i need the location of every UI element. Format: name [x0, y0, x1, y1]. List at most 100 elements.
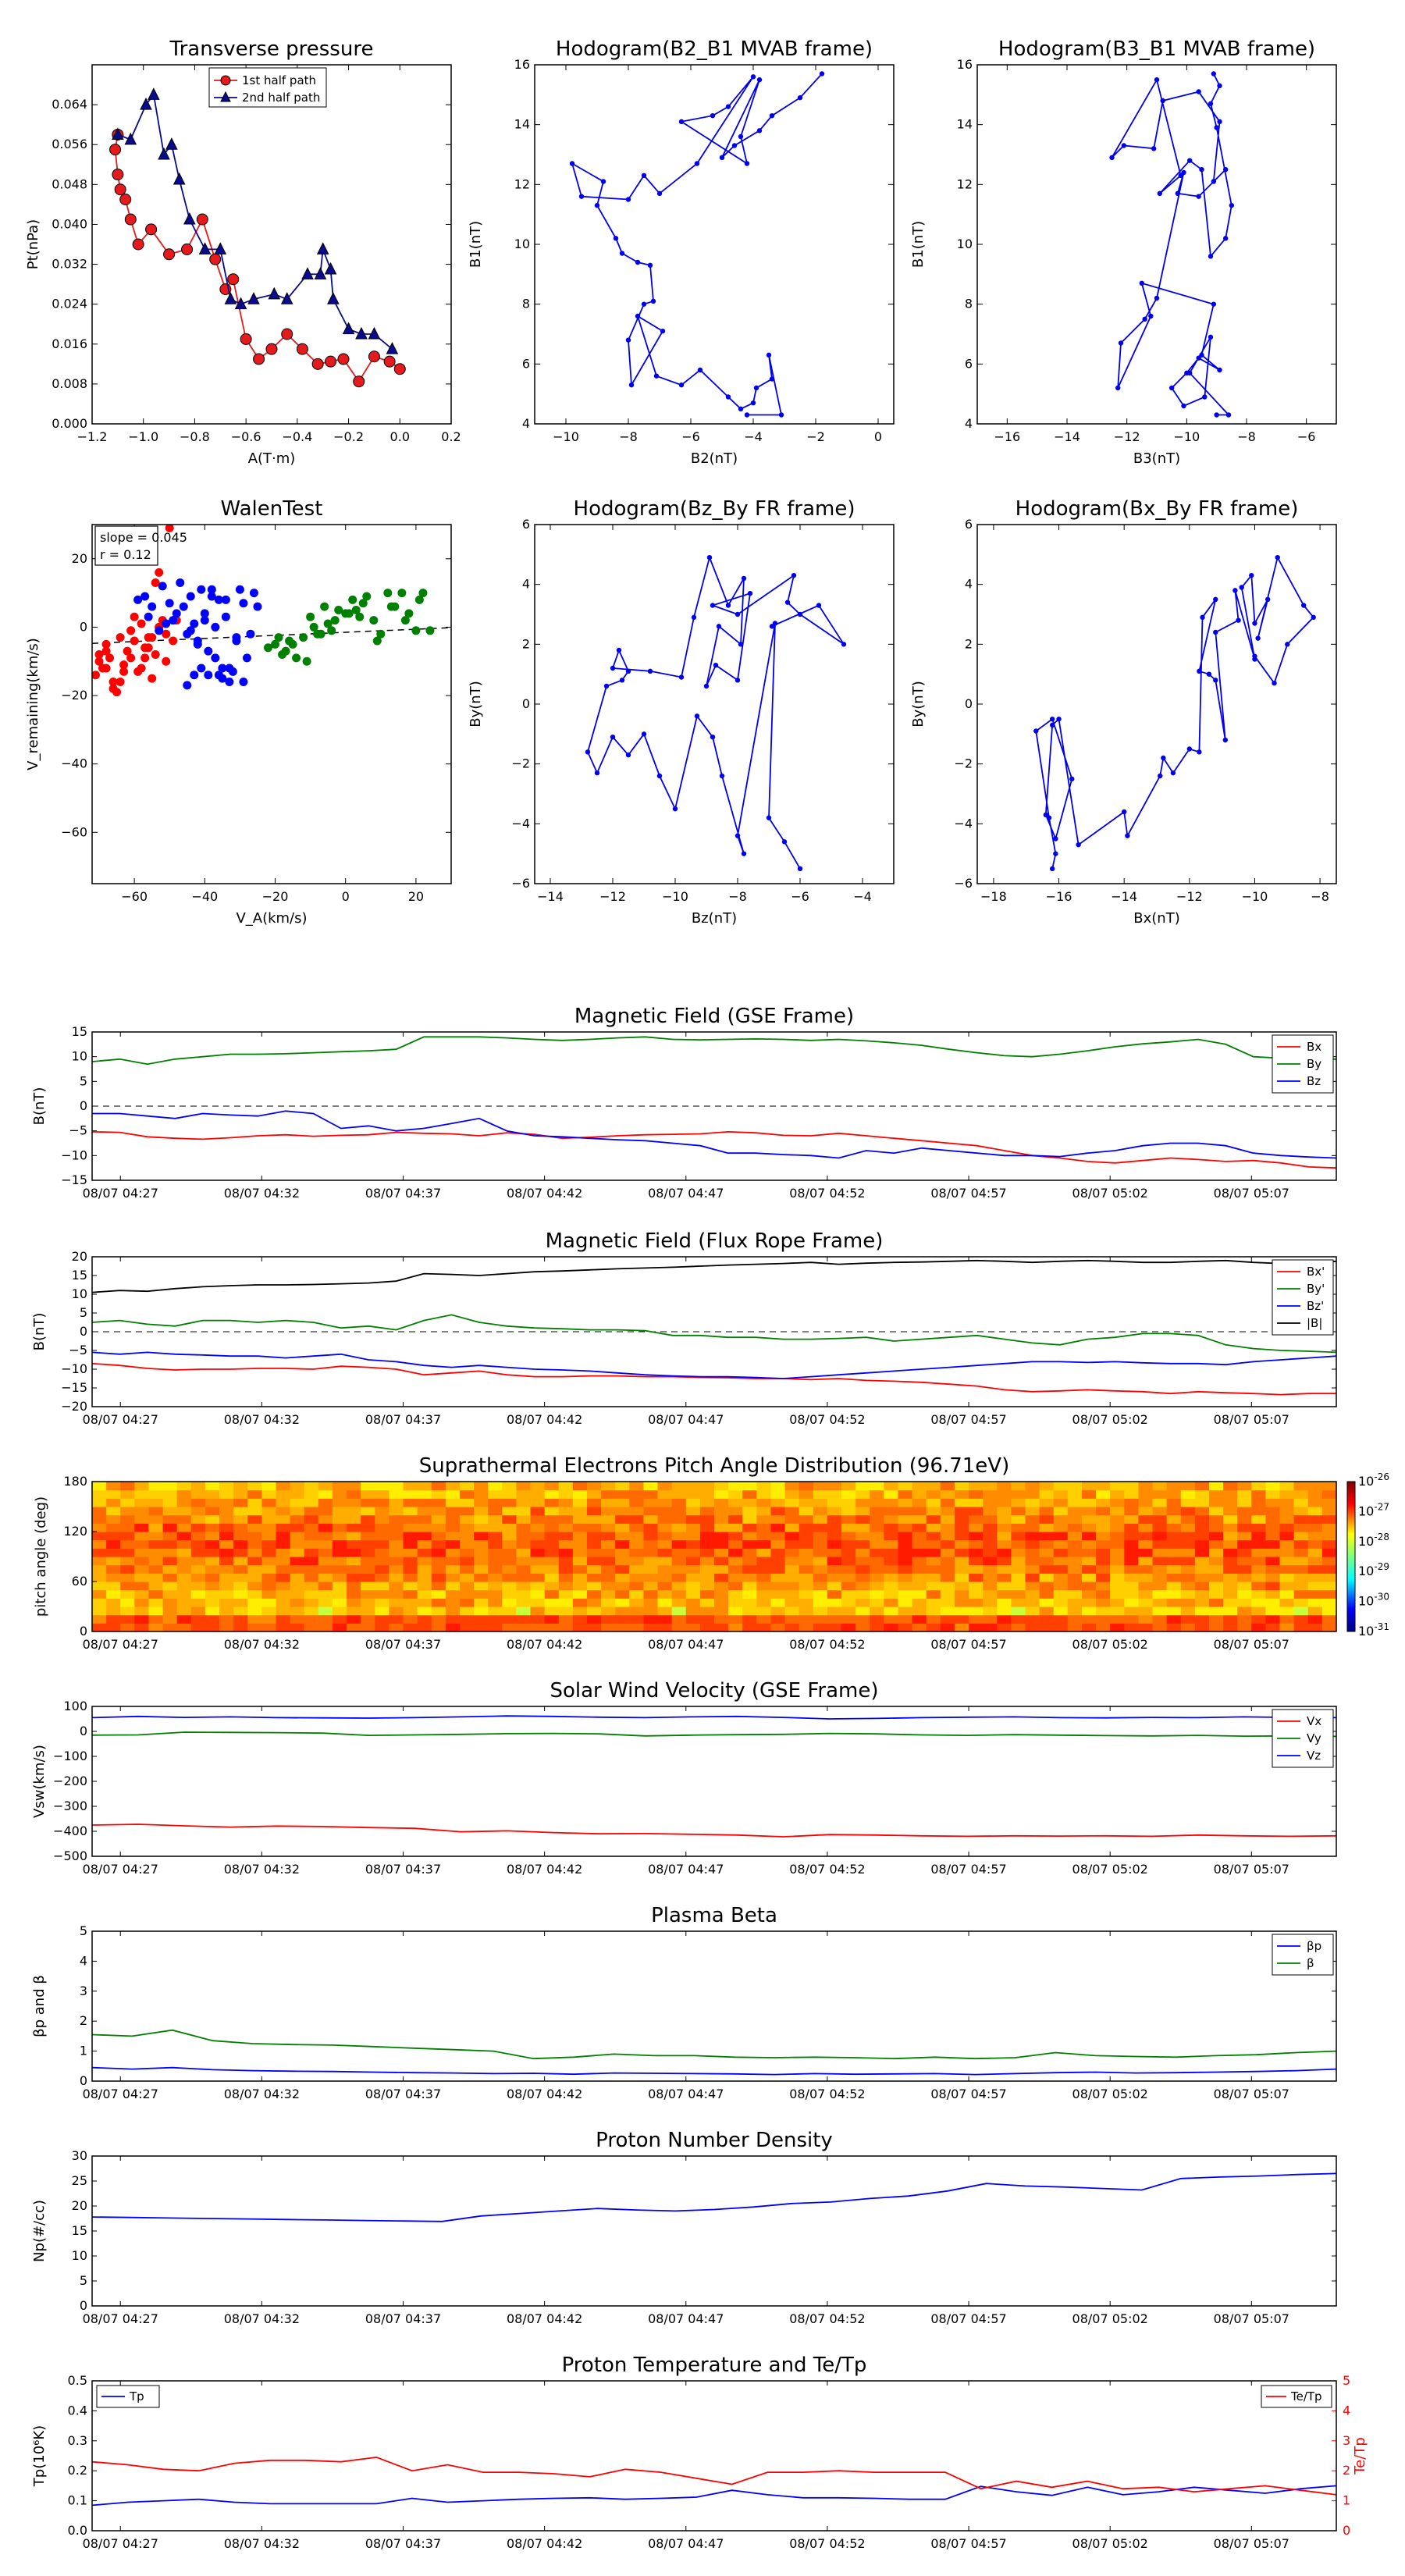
heatmap-cell	[1223, 1589, 1238, 1599]
x-tick-label: 08/07 04:42	[507, 1412, 582, 1427]
heatmap-cell	[1265, 1514, 1281, 1524]
y-tick-label: 12	[957, 176, 973, 191]
scatter-point-green	[351, 606, 361, 615]
scatter-point-red	[101, 639, 111, 649]
plot-area	[92, 2456, 1336, 2507]
heatmap-cell	[1081, 1589, 1097, 1599]
heatmap-cell	[92, 1557, 107, 1566]
heatmap-cell	[148, 1598, 164, 1607]
heatmap-cell	[629, 1514, 645, 1524]
heatmap-cell	[290, 1514, 305, 1524]
heatmap-cell	[983, 1498, 998, 1507]
colorbar-base: 10	[1358, 1534, 1374, 1549]
heatmap-cell	[530, 1523, 546, 1532]
heatmap-cell	[926, 1482, 941, 1491]
heatmap-cell	[1251, 1532, 1267, 1541]
heatmap-cell	[1321, 1589, 1337, 1599]
scatter-point-blue	[193, 636, 202, 646]
heatmap-cell	[983, 1589, 998, 1599]
heatmap-cell	[516, 1614, 532, 1624]
heatmap-cell	[728, 1598, 743, 1607]
heatmap-cell	[361, 1623, 375, 1632]
marker-dot	[756, 128, 763, 133]
heatmap-cell	[615, 1582, 630, 1591]
marker-dot	[772, 621, 778, 626]
heatmap-cell	[1180, 1564, 1196, 1574]
heatmap-cell	[685, 1557, 701, 1566]
heatmap-cell	[728, 1557, 743, 1566]
y-tick-label: 0.5	[68, 2373, 87, 2388]
heatmap-cell	[148, 1507, 164, 1516]
heatmap-cell	[1152, 1614, 1168, 1624]
heatmap-cell	[261, 1498, 277, 1507]
colorbar-label: 10-29	[1358, 1561, 1389, 1578]
heatmap-cell	[1251, 1598, 1267, 1607]
heatmap-cell	[389, 1514, 404, 1524]
heatmap-cell	[898, 1532, 913, 1541]
heatmap-cell	[699, 1489, 715, 1499]
marker-dot	[641, 301, 647, 307]
heatmap-cell	[375, 1564, 389, 1574]
y-tick-label: 16	[957, 57, 973, 72]
x-tick-label: 08/07 04:27	[83, 2311, 158, 2326]
heatmap-cell	[148, 1482, 164, 1491]
heatmap-cell	[544, 1482, 560, 1491]
heatmap-cell	[898, 1573, 913, 1582]
heatmap-cell	[176, 1606, 192, 1616]
heatmap-cell	[969, 1598, 984, 1607]
heatmap-cell	[347, 1614, 361, 1624]
heatmap-cell	[459, 1557, 475, 1566]
colorbar-label: 10-27	[1358, 1501, 1389, 1518]
heatmap-cell	[488, 1582, 503, 1591]
heatmap-cell	[247, 1557, 262, 1566]
heatmap-cell	[106, 1598, 121, 1607]
heatmap-cell	[162, 1539, 178, 1549]
y-tick-label: 0.000	[52, 416, 87, 431]
heatmap-cell	[389, 1548, 404, 1557]
x-tick-label: −10	[662, 889, 688, 904]
heatmap-cell	[615, 1498, 630, 1507]
heatmap-cell	[926, 1523, 941, 1532]
heatmap-cell	[162, 1582, 178, 1591]
heatmap-cell	[403, 1489, 418, 1499]
heatmap-cell	[375, 1507, 389, 1516]
heatmap-cell	[643, 1532, 659, 1541]
heatmap-cell	[459, 1573, 475, 1582]
heatmap-cell	[431, 1498, 446, 1507]
heatmap-cell	[784, 1573, 800, 1582]
marker-dot	[1272, 680, 1277, 686]
heatmap-cell	[544, 1564, 560, 1574]
heatmap-cell	[474, 1523, 489, 1532]
heatmap-cell	[148, 1589, 164, 1599]
x-tick-label: 08/07 04:47	[648, 2536, 724, 2551]
heatmap-cell	[375, 1598, 389, 1607]
heatmap-cell	[361, 1498, 375, 1507]
scatter-point-blue	[197, 585, 206, 594]
series-line-hodogram	[1035, 555, 1314, 869]
heatmap-cell	[276, 1614, 291, 1624]
y-tick-label: −500	[53, 1848, 87, 1863]
marker-triangle	[234, 297, 247, 310]
heatmap-cell	[431, 1614, 446, 1624]
heatmap-cell	[784, 1514, 800, 1524]
heatmap-cell	[601, 1489, 616, 1499]
marker-dot	[816, 603, 822, 608]
y-tick-label: 1	[80, 2044, 87, 2058]
colorbar-exponent: -28	[1374, 1532, 1389, 1542]
colorbar-base: 10	[1358, 1564, 1374, 1578]
heatmap-cell	[870, 1623, 884, 1632]
heatmap-cell	[586, 1498, 602, 1507]
heatmap-cell	[233, 1523, 248, 1532]
heatmap-cell	[784, 1564, 800, 1574]
heatmap-cell	[870, 1498, 884, 1507]
heatmap-cell	[261, 1606, 277, 1616]
heatmap-cell	[615, 1589, 630, 1599]
heatmap-cell	[1293, 1507, 1309, 1516]
heatmap-cell	[361, 1564, 375, 1574]
heatmap-cell	[586, 1582, 602, 1591]
heatmap-cell	[403, 1582, 418, 1591]
heatmap-cell	[728, 1539, 743, 1549]
heatmap-cell	[375, 1614, 389, 1624]
heatmap-cell	[799, 1548, 814, 1557]
heatmap-cell	[219, 1582, 234, 1591]
